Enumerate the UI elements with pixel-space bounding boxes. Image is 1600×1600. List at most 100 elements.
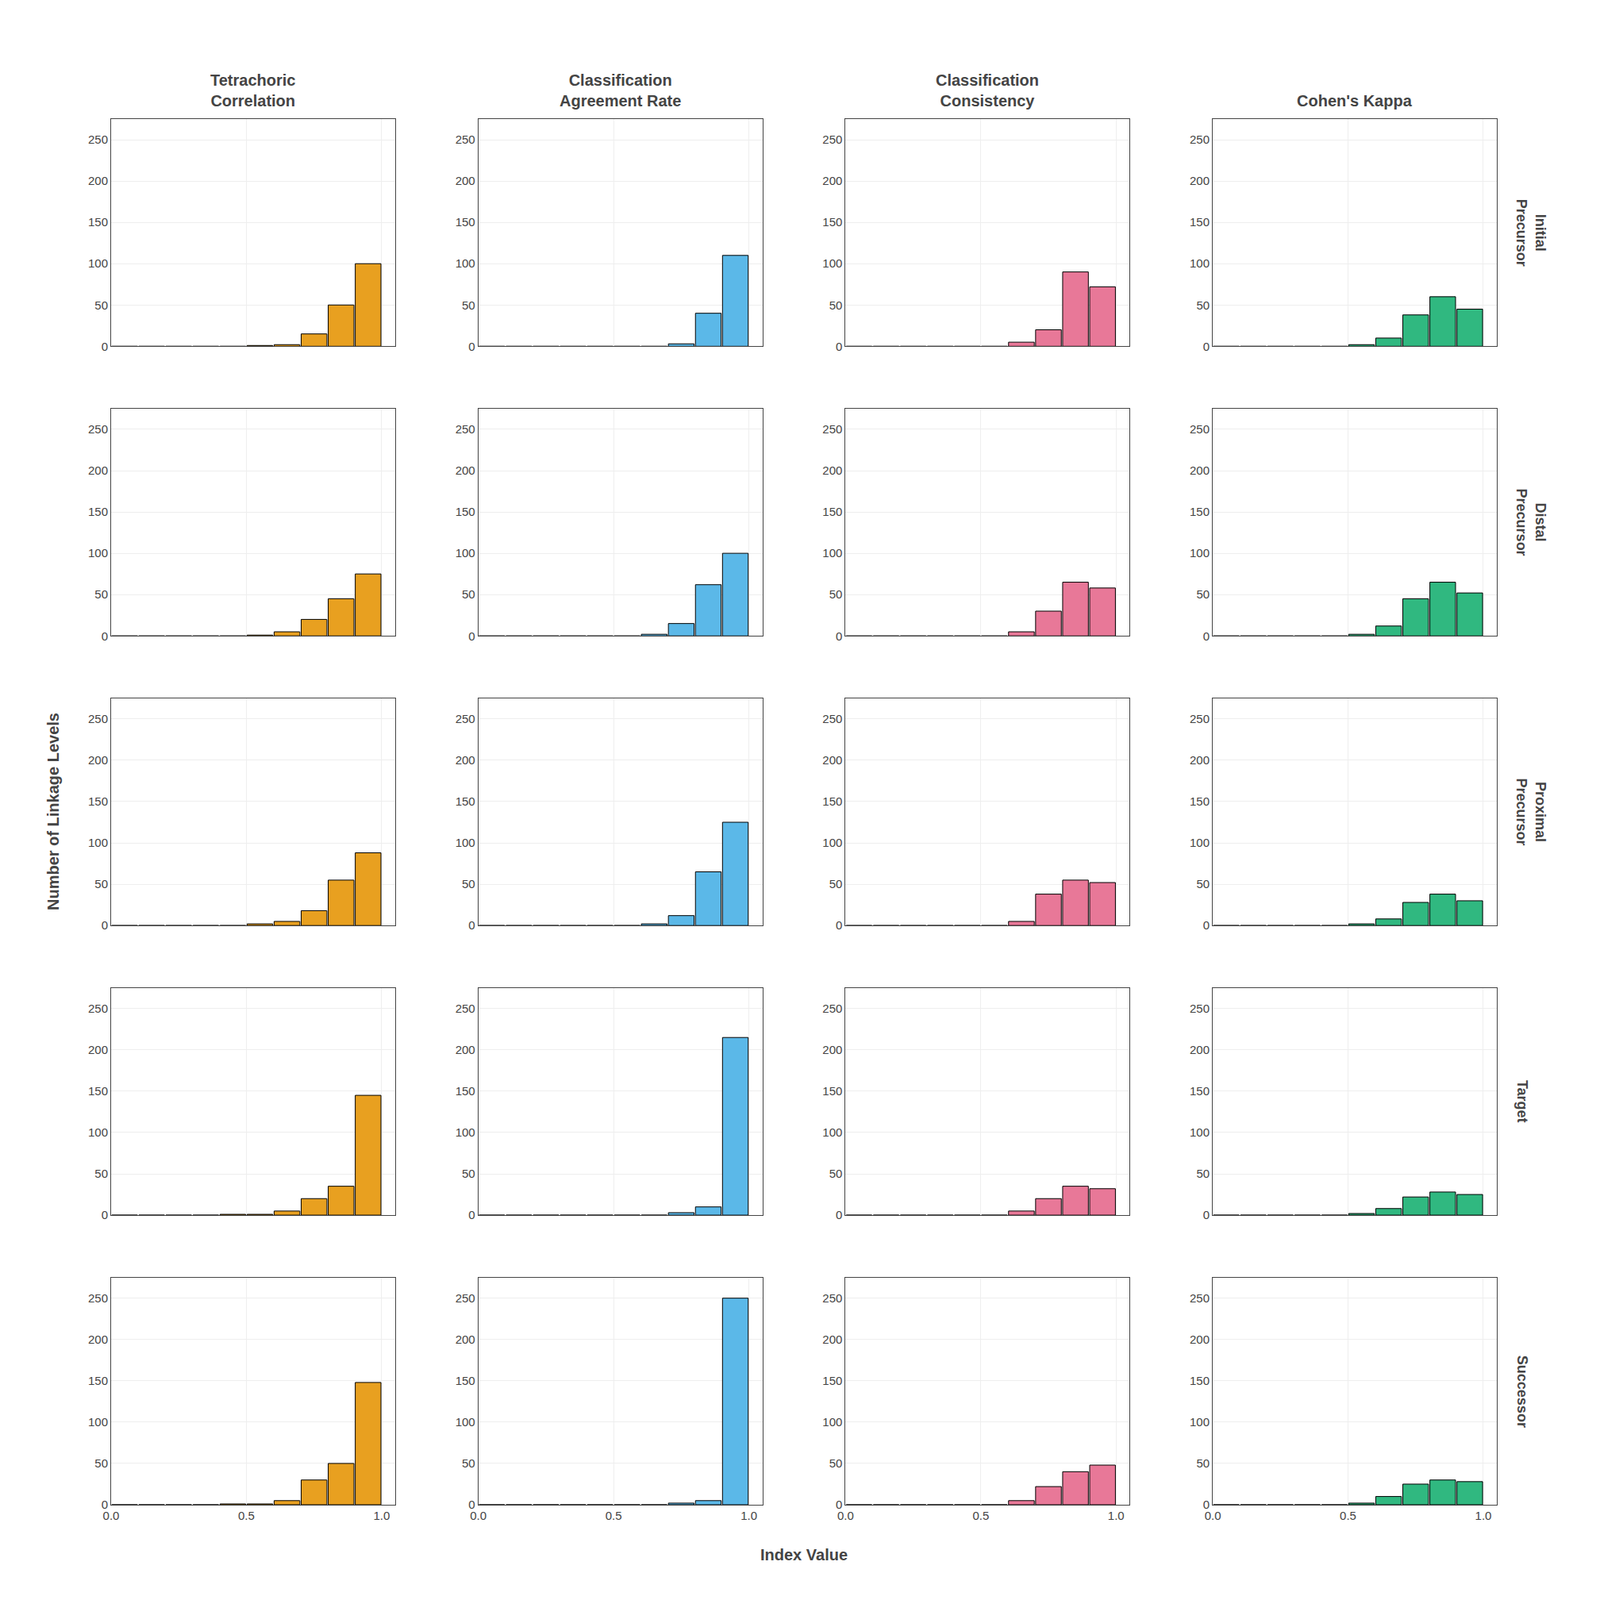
svg-text:150: 150 [88,504,108,519]
svg-text:100: 100 [88,256,108,270]
svg-text:200: 200 [455,1042,476,1057]
svg-text:0.5: 0.5 [238,1508,255,1523]
svg-text:50: 50 [461,1456,476,1470]
svg-text:0: 0 [468,918,475,932]
svg-text:150: 150 [822,794,843,808]
svg-text:0: 0 [835,339,843,354]
svg-text:50: 50 [1196,876,1210,891]
svg-text:200: 200 [88,1332,108,1347]
svg-text:250: 250 [455,711,476,726]
svg-text:100: 100 [822,256,843,270]
svg-text:250: 250 [1189,1291,1210,1305]
svg-text:150: 150 [455,1084,476,1098]
svg-text:250: 250 [822,711,843,726]
svg-text:200: 200 [822,753,843,767]
svg-text:100: 100 [88,835,108,850]
svg-text:1.0: 1.0 [373,1508,390,1523]
svg-text:50: 50 [461,1166,476,1181]
svg-text:100: 100 [455,1125,476,1139]
svg-text:0: 0 [835,1497,843,1512]
svg-text:200: 200 [455,753,476,767]
svg-text:TetrachoricCorrelation: TetrachoricCorrelation [210,71,296,110]
svg-text:150: 150 [822,215,843,229]
svg-text:Target: Target [1514,1080,1531,1124]
svg-text:200: 200 [1189,463,1210,477]
svg-text:ClassificationAgreement Rate: ClassificationAgreement Rate [559,71,681,110]
svg-text:100: 100 [822,546,843,560]
svg-text:150: 150 [1189,215,1210,229]
svg-text:200: 200 [455,1332,476,1347]
svg-text:200: 200 [455,173,476,188]
svg-text:100: 100 [455,1415,476,1429]
svg-text:200: 200 [88,173,108,188]
svg-text:0: 0 [101,1207,108,1222]
svg-text:100: 100 [455,546,476,560]
svg-text:100: 100 [822,1125,843,1139]
svg-text:0: 0 [835,629,843,643]
svg-text:50: 50 [1196,1166,1210,1181]
svg-text:50: 50 [461,298,476,312]
svg-text:250: 250 [822,422,843,436]
svg-text:0: 0 [468,1207,475,1222]
svg-text:250: 250 [1189,422,1210,436]
svg-text:50: 50 [829,587,843,601]
svg-text:0.5: 0.5 [605,1508,623,1523]
svg-text:0.5: 0.5 [1339,1508,1357,1523]
svg-text:200: 200 [88,1042,108,1057]
svg-text:200: 200 [822,1042,843,1057]
svg-text:150: 150 [88,1373,108,1388]
svg-text:250: 250 [822,1001,843,1016]
svg-text:Successor: Successor [1514,1355,1531,1428]
svg-text:0: 0 [1203,629,1210,643]
svg-text:0: 0 [1203,339,1210,354]
svg-text:150: 150 [88,215,108,229]
svg-text:0: 0 [101,918,108,932]
svg-text:250: 250 [1189,1001,1210,1016]
svg-text:100: 100 [1189,546,1210,560]
svg-text:200: 200 [822,1332,843,1347]
svg-text:200: 200 [822,173,843,188]
svg-text:0.5: 0.5 [972,1508,989,1523]
svg-text:50: 50 [1196,298,1210,312]
svg-text:50: 50 [94,298,108,312]
svg-text:Index Value: Index Value [760,1546,848,1564]
svg-text:250: 250 [822,1291,843,1305]
svg-text:0: 0 [1203,1497,1210,1512]
svg-text:250: 250 [1189,132,1210,147]
svg-text:150: 150 [1189,1373,1210,1388]
svg-text:200: 200 [88,463,108,477]
svg-text:50: 50 [1196,587,1210,601]
svg-text:100: 100 [88,546,108,560]
svg-text:150: 150 [88,1084,108,1098]
svg-text:200: 200 [88,753,108,767]
svg-text:0: 0 [101,339,108,354]
svg-text:150: 150 [455,1373,476,1388]
svg-text:1.0: 1.0 [1475,1508,1493,1523]
svg-text:50: 50 [94,1456,108,1470]
svg-text:InitialPrecursor: InitialPrecursor [1513,199,1548,267]
svg-text:50: 50 [461,876,476,891]
svg-text:50: 50 [829,1166,843,1181]
svg-text:200: 200 [455,463,476,477]
svg-text:200: 200 [1189,1042,1210,1057]
svg-text:150: 150 [1189,504,1210,519]
svg-text:150: 150 [455,504,476,519]
svg-text:0.0: 0.0 [103,1508,120,1523]
svg-text:1.0: 1.0 [740,1508,758,1523]
svg-text:Cohen's Kappa: Cohen's Kappa [1296,92,1413,110]
svg-text:250: 250 [455,1291,476,1305]
svg-text:250: 250 [88,1001,108,1016]
svg-text:200: 200 [1189,753,1210,767]
svg-text:250: 250 [455,132,476,147]
svg-text:250: 250 [88,1291,108,1305]
svg-text:ProximalPrecursor: ProximalPrecursor [1513,778,1548,847]
svg-text:100: 100 [88,1125,108,1139]
svg-text:250: 250 [88,422,108,436]
svg-text:50: 50 [461,587,476,601]
svg-text:0: 0 [468,339,475,354]
svg-text:50: 50 [829,1456,843,1470]
svg-text:250: 250 [88,132,108,147]
svg-text:150: 150 [1189,1084,1210,1098]
svg-text:200: 200 [1189,173,1210,188]
svg-text:100: 100 [1189,1415,1210,1429]
